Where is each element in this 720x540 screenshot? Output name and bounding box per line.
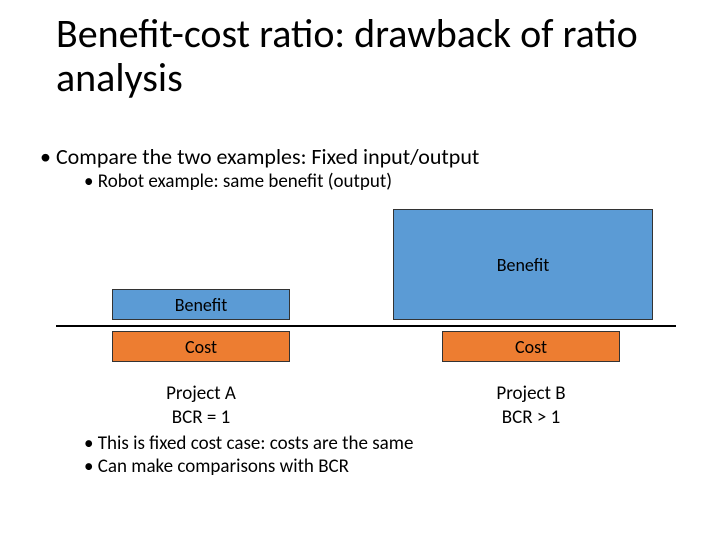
project-b-benefit-box: Benefit — [393, 209, 653, 320]
project-b-cost-label: Cost — [515, 336, 547, 358]
project-a-cost-box: Cost — [112, 331, 290, 362]
bullet-compare: Compare the two examples: Fixed input/ou… — [40, 143, 479, 170]
slide-title: Benefit-cost ratio: drawback of ratio an… — [56, 12, 676, 100]
project-a-bcr: BCR = 1 — [112, 406, 290, 429]
project-a-cost-label: Cost — [185, 336, 217, 358]
project-a-benefit-label: Benefit — [175, 294, 228, 316]
divider-line — [56, 325, 676, 327]
project-b-bcr: BCR > 1 — [442, 406, 620, 429]
project-b-label: Project B — [442, 382, 620, 405]
project-b-benefit-label: Benefit — [497, 254, 550, 276]
project-a-label: Project A — [112, 382, 290, 405]
footer-bullet-comparison: Can make comparisons with BCR — [84, 455, 349, 478]
project-a-benefit-box: Benefit — [112, 289, 290, 320]
footer-bullet-fixed-cost: This is fixed cost case: costs are the s… — [84, 432, 413, 455]
bullet-robot: Robot example: same benefit (output) — [84, 170, 392, 193]
project-b-cost-box: Cost — [442, 331, 620, 362]
